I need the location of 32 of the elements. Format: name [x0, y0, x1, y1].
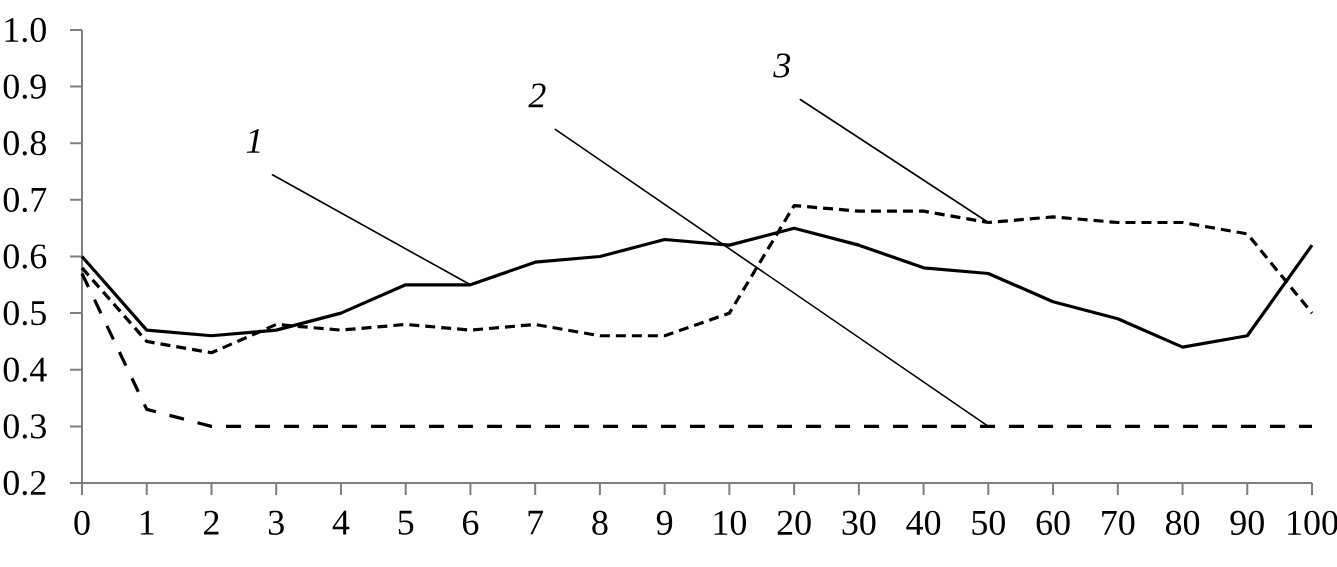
x-tick-label: 60: [1036, 510, 1070, 536]
x-tick-label: 6: [462, 510, 479, 535]
y-tick-label: 1.0: [5, 17, 46, 43]
y-tick-label: 0.4: [3, 357, 47, 382]
x-tick-label: 2: [204, 510, 219, 535]
x-tick-label: 8: [592, 510, 608, 536]
y-tick-label: 0.2: [3, 470, 46, 496]
x-tick-label: 5: [398, 510, 414, 535]
y-tick-label: 0.7: [3, 187, 47, 213]
annotation: 2: [528, 83, 546, 108]
x-tick-label: 3: [268, 510, 284, 535]
annotation: 1: [246, 128, 260, 153]
y-tick-label: 0.3: [3, 414, 46, 439]
x-tick-label: 50: [972, 510, 1005, 536]
y-tick-label: 0.9: [3, 74, 46, 99]
annotation: 3: [773, 53, 791, 78]
x-tick-label: 100: [1288, 510, 1337, 536]
x-tick-label: 10: [714, 510, 746, 536]
x-tick-label: 4: [332, 510, 350, 535]
x-tick-label: 90: [1230, 510, 1264, 536]
x-tick-label: 7: [528, 510, 544, 535]
x-tick-label: 40: [906, 510, 941, 536]
x-tick-label: 1: [140, 510, 154, 535]
x-tick-label: 20: [777, 510, 811, 536]
y-tick-label: 0.6: [3, 244, 47, 269]
x-tick-label: 9: [656, 510, 673, 535]
x-tick-label: 70: [1102, 510, 1135, 536]
y-tick-label: 0.8: [3, 131, 46, 156]
x-tick-label: 30: [842, 510, 876, 536]
x-tick-label: 0: [74, 510, 90, 536]
y-tick-label: 0.5: [3, 300, 46, 326]
x-tick-label: 80: [1165, 510, 1200, 536]
